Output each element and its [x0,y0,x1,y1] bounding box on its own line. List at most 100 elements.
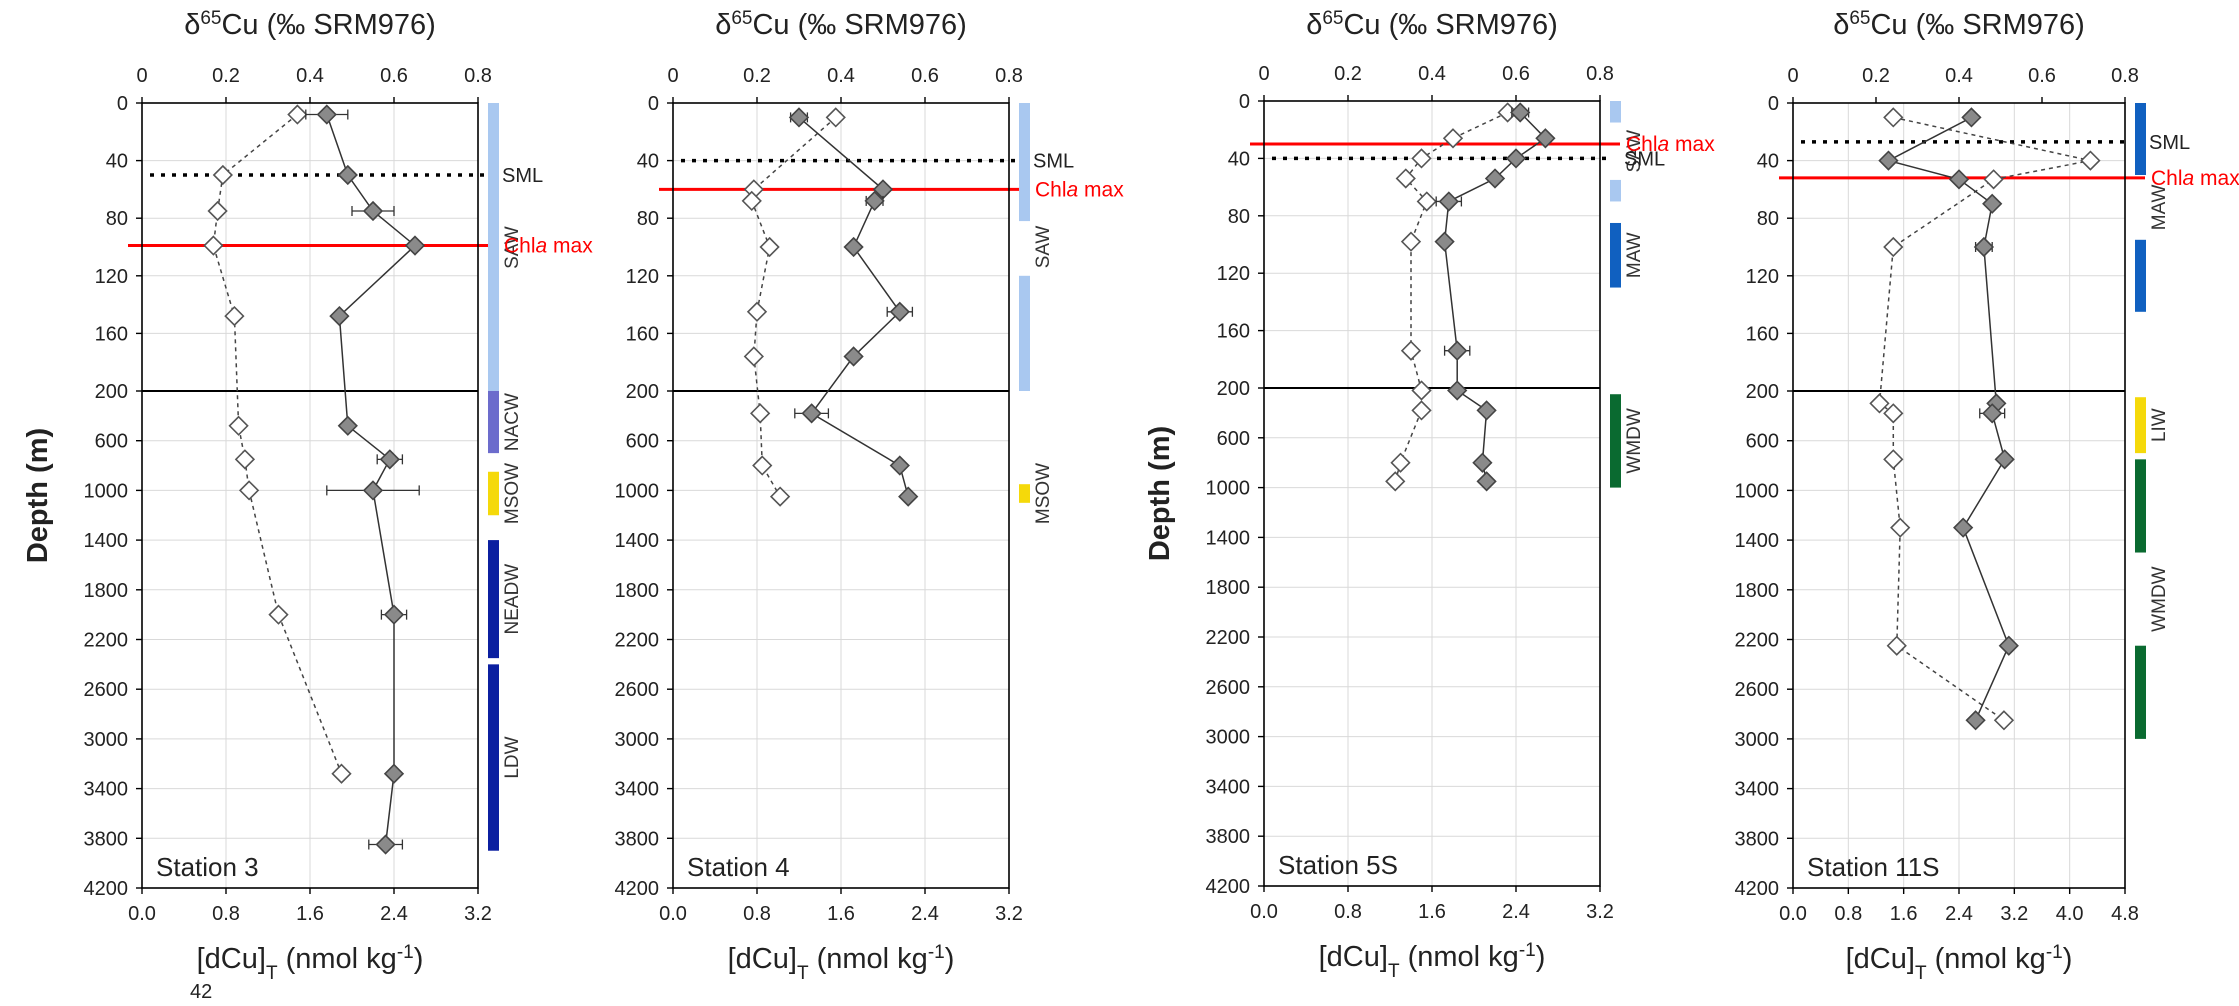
depth-tick-label: 1400 [1735,530,1780,552]
depth-tick-label: 4200 [84,878,129,900]
water-mass-bar [488,664,499,851]
dcu-point [1883,107,1904,128]
water-mass-label: NACW [502,393,523,451]
top-tick-label: 0.4 [827,65,855,87]
depth-tick-label: 2200 [615,630,660,652]
dcu-point [234,449,256,470]
depth-tick-label: 1000 [1206,478,1251,500]
top-tick-label: 0.8 [2111,65,2139,87]
d65cu-point [1476,471,1497,492]
top-tick-label: 0.2 [212,65,240,87]
d65cu-point [788,107,810,128]
dcu-point [1983,169,2004,190]
sml-label: SML [1033,151,1074,173]
depth-tick-label: 3800 [1206,826,1251,848]
dcu-point [1993,710,2015,731]
d65cu-point [375,834,396,855]
d65cu-point [801,403,822,424]
depth-tick-label: 4200 [615,878,660,900]
depth-tick-label: 3400 [84,779,129,801]
dcu-point [1416,191,1437,212]
water-mass-bar [1610,394,1621,488]
depth-tick-label: 3400 [1206,776,1251,798]
bottom-axis-title: [dCu]T (nmol kg-1) [197,942,424,984]
depth-tick-label: 40 [637,151,659,173]
dcu-point [238,480,260,501]
water-mass-bar [488,103,499,393]
water-mass-bar [1019,103,1030,222]
page-number: 42 [190,981,212,1003]
bottom-axis-title: [dCu]T (nmol kg-1) [1319,940,1546,982]
d65cu-point [362,200,384,222]
water-mass-bar [488,471,499,516]
depth-tick-label: 160 [626,323,659,345]
dcu-point [207,200,228,222]
depth-tick-label: 3800 [1735,828,1780,850]
top-tick-label: 0 [136,65,147,87]
dcu-point [1411,380,1432,401]
dcu-point [1886,635,1907,656]
d65cu-point [379,449,400,470]
d65cu-series-line [326,114,417,845]
d65cu-series-line [798,116,909,497]
d65cu-point [1965,710,1986,731]
station-label: Station 5S [1278,850,1398,880]
bottom-tick-label: 2.4 [380,903,408,925]
dcu-point [752,455,773,476]
depth-tick-label: 40 [1228,148,1250,170]
dcu-point [203,235,224,256]
water-mass-bar [488,391,499,454]
bottom-axis-title: [dCu]T (nmol kg-1) [1846,942,2073,984]
bottom-tick-label: 0.0 [128,903,156,925]
depth-tick-label: 3800 [615,828,660,850]
depth-tick-label: 80 [637,208,659,230]
depth-tick-label: 3400 [615,779,660,801]
bottom-tick-label: 1.6 [1418,901,1446,923]
bottom-tick-label: 0.0 [1250,901,1278,923]
dcu-point [746,301,768,322]
chla-max-label: Chla max [1035,178,1124,201]
depth-tick-label: 40 [106,151,128,173]
water-mass-bar [488,540,499,659]
water-mass-label: MAW [2149,184,2170,230]
d65cu-point [316,104,337,125]
d65cu-point [1953,517,1974,538]
depth-axis-title: Depth (m) [1144,426,1176,561]
d65cu-point [1510,102,1531,123]
bottom-tick-label: 0.0 [1779,903,1807,925]
water-mass-label: SAW [502,226,523,269]
dcu-series-line [751,116,837,497]
depth-tick-label: 1000 [615,480,660,502]
dcu-point [228,415,249,436]
d65cu-point [843,346,864,367]
depth-tick-label: 2200 [1735,630,1780,652]
d65cu-point [1447,380,1468,401]
top-tick-label: 0 [1258,63,1269,85]
dcu-point [1883,449,1904,470]
chla-max-label: Chla max [2151,167,2239,190]
top-axis-title: δ65Cu (‰ SRM976) [1306,8,1558,42]
chla-max-label: Chla max [1626,133,1715,156]
depth-tick-label: 2600 [615,679,660,701]
depth-tick-label: 3800 [84,828,129,850]
dcu-point [1890,517,1911,538]
water-mass-label: MAW [1624,232,1645,278]
depth-tick-label: 3000 [1206,727,1251,749]
top-tick-label: 0.4 [296,65,324,87]
bottom-tick-label: 3.2 [464,903,492,925]
d65cu-point [1438,191,1459,212]
bottom-tick-label: 3.2 [1586,901,1614,923]
depth-tick-label: 0 [1239,91,1250,113]
dcu-point [769,486,791,507]
depth-tick-label: 2600 [1206,677,1251,699]
panel-1: 0.0 0.8 1.6 2.4 3.2 0 0.2 0.4 0.6 0.8 0 40 80 120 160 2… [22,8,593,984]
dcu-point [2080,150,2101,171]
depth-tick-label: 1800 [1206,577,1251,599]
bottom-tick-label: 0.8 [1334,901,1362,923]
panel-4: 0.0 0.8 1.6 2.4 3.2 4.0 4.8 0 0.2 0.4 0.6 0.8 0 40 80 1… [1735,8,2239,984]
depth-tick-label: 120 [1746,266,1779,288]
dcu-point [1390,452,1411,473]
depth-tick-label: 3400 [1735,779,1780,801]
d65cu-point [1998,635,2019,656]
water-mass-bar [2135,645,2146,739]
